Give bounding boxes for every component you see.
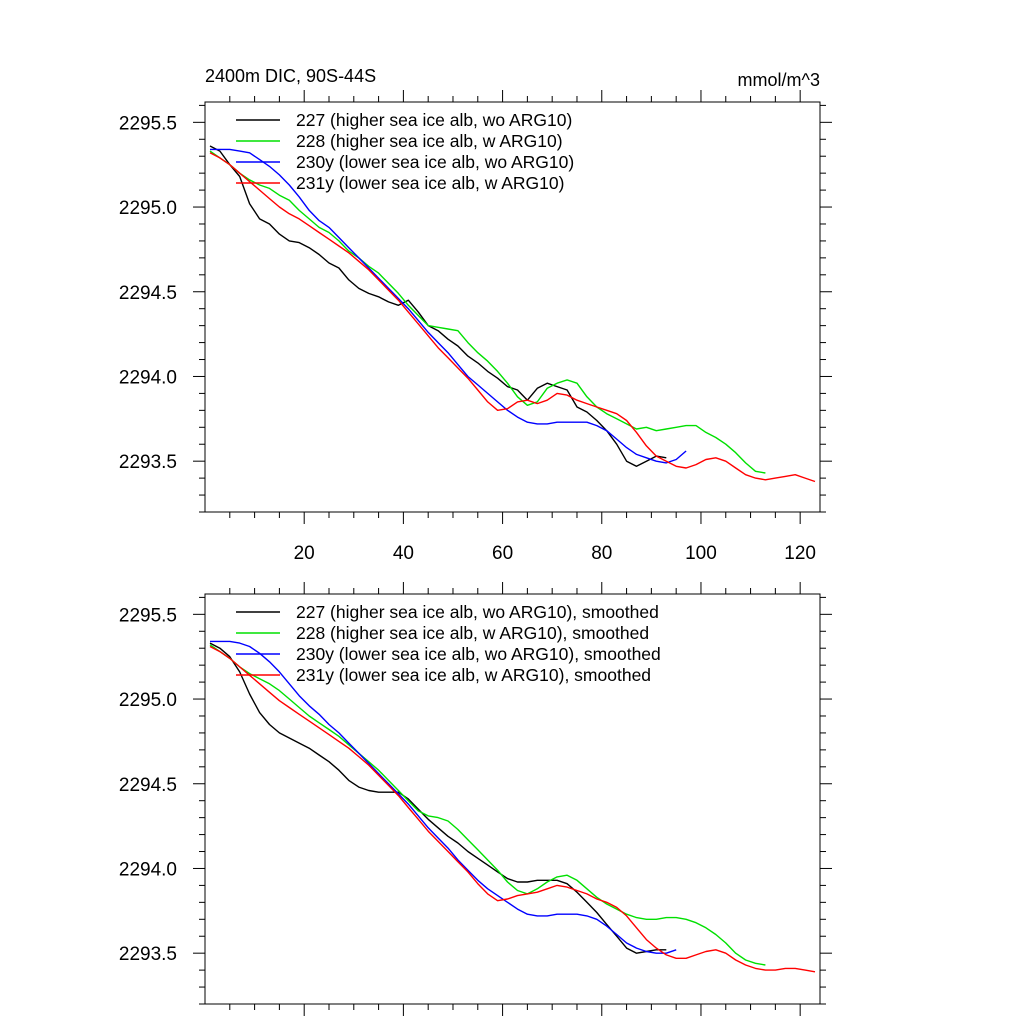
legend-label-1: 227 (higher sea ice alb, wo ARG10)	[296, 110, 572, 130]
series-line-4	[209, 152, 816, 483]
y-tick-label: 2294.0	[119, 367, 177, 388]
series-line-3	[210, 148, 687, 464]
y-tick-label: 2294.5	[119, 775, 177, 796]
x-tick-label: 60	[492, 543, 513, 564]
y-tick-label: 2293.5	[119, 452, 177, 473]
series-line-4	[209, 645, 816, 973]
x-tick-label: 120	[784, 543, 816, 564]
legend-label-2: 228 (higher sea ice alb, w ARG10), smoot…	[296, 623, 649, 643]
series-line-2	[209, 150, 766, 474]
chart-panel-2: 2293.5 2294.0 2294.5 2295.0 2295.5 227 (highe…	[119, 582, 832, 1016]
legend: 227 (higher sea ice alb, wo ARG10)228 (h…	[236, 110, 574, 193]
x-tick-label: 20	[294, 543, 315, 564]
legend-label-3: 230y (lower sea ice alb, wo ARG10)	[296, 152, 574, 172]
series-line-3	[210, 640, 677, 954]
x-tick-label: 80	[591, 543, 612, 564]
series-line-1	[209, 145, 667, 467]
y-tick-label: 2294.0	[119, 859, 177, 880]
legend-label-4: 231y (lower sea ice alb, w ARG10)	[296, 173, 564, 193]
y-tick-label: 2295.0	[119, 198, 177, 219]
legend-label-3: 230y (lower sea ice alb, wo ARG10), smoo…	[296, 644, 661, 664]
series-line-1	[209, 642, 667, 954]
y-tick-label: 2294.5	[119, 283, 177, 304]
plot-frame	[204, 593, 821, 1005]
legend-label-4: 231y (lower sea ice alb, w ARG10), smoot…	[296, 665, 651, 685]
plot-frame	[204, 101, 821, 513]
legend-label-2: 228 (higher sea ice alb, w ARG10)	[296, 131, 563, 151]
x-tick-label: 100	[685, 543, 717, 564]
x-tick-label: 40	[393, 543, 414, 564]
y-tick-label: 2295.5	[119, 113, 177, 134]
chart-title: 2400m DIC, 90S-44S	[205, 66, 376, 86]
series-line-2	[209, 644, 766, 966]
chart-panel-1: 2293.5 2294.0 2294.5 2295.0 2295.5 20 40 60 80 10…	[119, 66, 832, 564]
y-tick-label: 2293.5	[119, 944, 177, 965]
legend-label-1: 227 (higher sea ice alb, wo ARG10), smoo…	[296, 602, 659, 622]
legend: 227 (higher sea ice alb, wo ARG10), smoo…	[236, 602, 661, 685]
y-tick-label: 2295.5	[119, 605, 177, 626]
units-label: mmol/m^3	[738, 70, 820, 90]
y-tick-label: 2295.0	[119, 690, 177, 711]
